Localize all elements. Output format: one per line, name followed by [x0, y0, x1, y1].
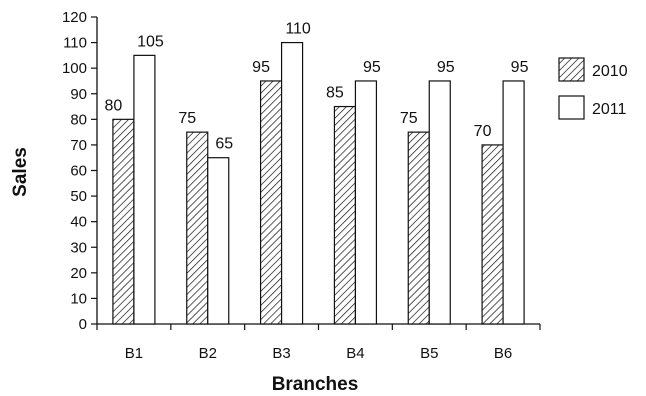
data-label-2010-b2: 75 [178, 110, 196, 127]
legend-label-2011: 2011 [592, 101, 627, 118]
y-axis-title: Sales [10, 147, 31, 197]
y-tick-label: 10 [70, 290, 87, 307]
x-axis: B1 B2 B3 B4 B5 B6 [96, 323, 541, 362]
y-tick-label: 100 [62, 60, 87, 77]
y-tick-label: 20 [70, 265, 87, 282]
data-label-2011-b6: 95 [511, 59, 529, 76]
x-axis-title: Branches [272, 374, 359, 395]
y-tick-label: 90 [70, 86, 87, 103]
x-tick-label-b3: B3 [272, 345, 290, 362]
x-tick-label-b1: B1 [125, 345, 143, 362]
y-tick-label: 70 [70, 137, 87, 154]
data-label-2010-b6: 70 [474, 123, 492, 140]
bar-2011-b1 [133, 54, 156, 325]
bar-2010-b6 [481, 144, 504, 325]
data-label-2011-b1: 105 [137, 33, 164, 50]
x-tick-label-b6: B6 [494, 345, 512, 362]
y-tick-label: 40 [70, 214, 87, 231]
bar-2010-b5 [407, 131, 430, 325]
data-label-2010-b5: 75 [400, 110, 418, 127]
data-labels: 80 105 75 65 95 110 85 95 75 95 70 95 [105, 21, 529, 153]
bar-2011-b3 [280, 41, 304, 325]
y-tick-label: 0 [79, 316, 87, 333]
bar-2010-b1 [112, 118, 135, 325]
bar-2011-b6 [502, 80, 525, 325]
y-tick-label: 110 [63, 35, 87, 52]
data-label-2010-b1: 80 [105, 97, 123, 114]
y-axis: 0 10 20 30 40 50 60 70 80 90 100 110 120 [62, 9, 98, 333]
data-label-2011-b2: 65 [215, 136, 233, 153]
data-label-2011-b5: 95 [437, 59, 455, 76]
bar-2010-b4 [333, 105, 357, 325]
data-label-2010-b4: 85 [326, 85, 344, 102]
x-tick-label-b5: B5 [420, 345, 438, 362]
bars [112, 41, 525, 325]
x-tick-label-b4: B4 [346, 345, 364, 362]
y-tick-label: 30 [70, 239, 87, 256]
bar-2011-b4 [354, 80, 378, 325]
bar-2010-b2 [186, 131, 209, 325]
bar-2011-b2 [207, 157, 230, 325]
bar-2010-b3 [259, 80, 283, 325]
bar-2011-b5 [428, 80, 451, 325]
legend-label-2010: 2010 [592, 63, 628, 80]
legend-swatch-2011 [558, 95, 585, 120]
y-tick-label: 60 [70, 163, 87, 180]
data-label-2011-b4: 95 [363, 59, 381, 76]
legend-swatch-2010 [558, 57, 585, 82]
data-label-2010-b3: 95 [252, 59, 270, 76]
y-tick-label: 80 [70, 111, 87, 128]
y-tick-label: 120 [62, 9, 87, 26]
legend: 2010 2011 [558, 57, 628, 120]
data-label-2011-b3: 110 [285, 21, 311, 38]
y-tick-label: 50 [70, 188, 87, 205]
x-tick-label-b2: B2 [199, 345, 217, 362]
